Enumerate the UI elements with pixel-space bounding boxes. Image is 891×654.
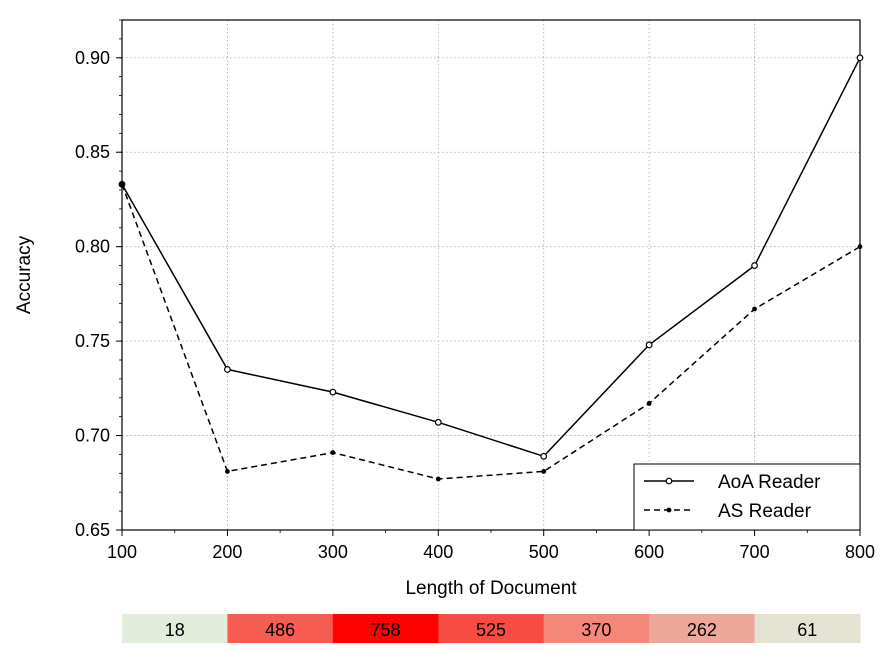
x-tick-label: 200 bbox=[212, 542, 242, 562]
count-cell bbox=[754, 614, 861, 643]
x-tick-label: 100 bbox=[107, 542, 137, 562]
x-axis: 100 200 300 400 500 600 700 800 bbox=[107, 530, 875, 562]
count-label: 370 bbox=[581, 620, 611, 640]
x-tick-label: 500 bbox=[529, 542, 559, 562]
y-tick-label: 0.70 bbox=[75, 426, 110, 446]
data-point-as bbox=[857, 244, 863, 250]
y-tick-label: 0.80 bbox=[75, 237, 110, 257]
data-point-as bbox=[646, 401, 652, 406]
legend-marker-as bbox=[666, 507, 672, 513]
data-point-as bbox=[541, 469, 547, 474]
count-label: 486 bbox=[265, 620, 295, 640]
data-point-aoa bbox=[856, 54, 864, 62]
data-point-as bbox=[119, 181, 125, 187]
x-tick-label: 700 bbox=[740, 542, 770, 562]
y-tick-label: 0.85 bbox=[75, 142, 110, 162]
legend-marker-aoa bbox=[665, 477, 673, 485]
y-axis-label: Accuracy bbox=[14, 235, 35, 314]
legend-label-as: AS Reader bbox=[718, 501, 812, 522]
legend: AoA Reader AS Reader bbox=[633, 463, 861, 531]
data-point-as bbox=[330, 450, 336, 455]
grid-lines bbox=[121, 20, 861, 531]
y-tick-label: 0.90 bbox=[75, 48, 110, 68]
y-tick-label: 0.75 bbox=[75, 331, 110, 351]
y-axis: 0.65 0.70 0.75 0.80 0.85 0.90 bbox=[75, 19, 122, 540]
series-group bbox=[118, 54, 864, 482]
count-cell bbox=[543, 614, 650, 643]
data-point-as bbox=[225, 469, 230, 474]
count-cell bbox=[649, 614, 756, 643]
data-point-aoa bbox=[224, 366, 231, 373]
data-point-aoa bbox=[645, 341, 653, 349]
data-point-aoa bbox=[751, 262, 758, 269]
count-label: 758 bbox=[371, 620, 401, 640]
count-cell bbox=[227, 614, 334, 643]
count-label: 18 bbox=[165, 620, 185, 640]
data-point-as bbox=[435, 476, 441, 482]
x-tick-label: 400 bbox=[423, 542, 453, 562]
series-line-aoa bbox=[121, 57, 861, 458]
x-tick-label: 300 bbox=[318, 542, 348, 562]
plot-frame bbox=[121, 19, 861, 531]
data-point-aoa bbox=[329, 388, 337, 396]
count-label: 61 bbox=[797, 620, 817, 640]
count-cell bbox=[332, 614, 439, 643]
legend-box bbox=[633, 463, 861, 531]
legend-label-aoa: AoA Reader bbox=[718, 472, 821, 493]
series-line-as bbox=[121, 184, 861, 480]
data-point-as bbox=[752, 306, 757, 312]
count-label: 525 bbox=[476, 620, 506, 640]
count-cell bbox=[122, 614, 228, 643]
count-cell bbox=[438, 614, 545, 643]
y-tick-label: 0.65 bbox=[75, 520, 110, 540]
count-label: 262 bbox=[687, 620, 717, 640]
x-tick-label: 600 bbox=[634, 542, 664, 562]
data-point-aoa bbox=[434, 418, 442, 426]
data-point-aoa bbox=[540, 452, 548, 460]
x-axis-label: Length of Document bbox=[405, 578, 577, 599]
document-count-bar: 18 486 758 525 370 262 61 bbox=[122, 614, 861, 643]
x-tick-label: 800 bbox=[845, 542, 875, 562]
